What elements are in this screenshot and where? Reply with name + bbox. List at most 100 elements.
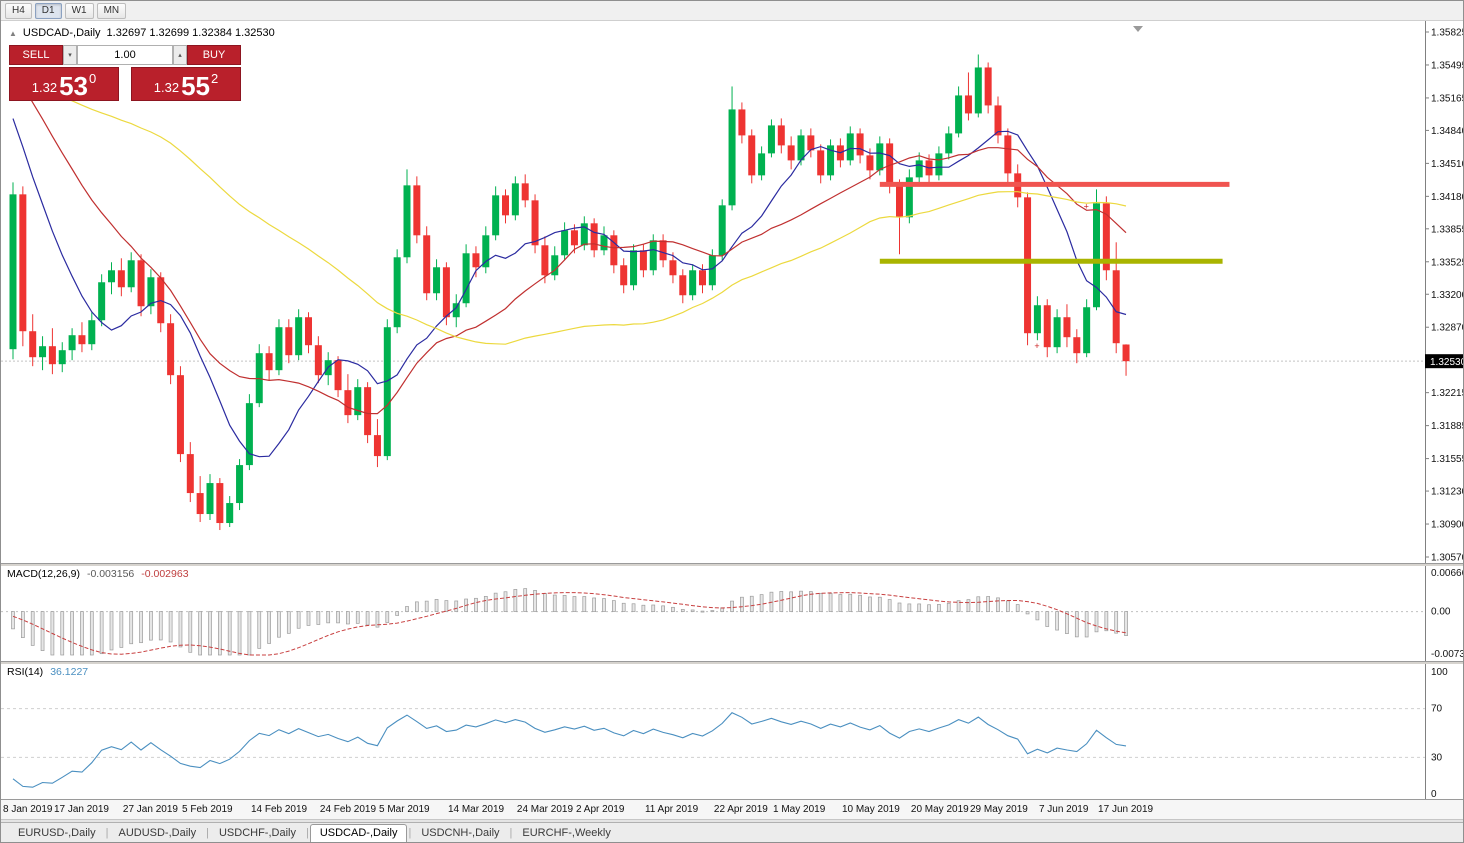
macd-main-value: -0.003156 (86, 568, 135, 580)
macd-signal-line (12, 592, 1127, 656)
one-click-trading-panel: SELL ▾ ▴ BUY 1.32 53 0 1.32 55 2 (9, 45, 241, 101)
timeframe-button-h4[interactable]: H4 (5, 2, 32, 19)
tab-separator: | (305, 827, 309, 839)
date-label: 10 May 2019 (841, 804, 900, 815)
volume-increase-button[interactable]: ▴ (173, 45, 187, 65)
ma-slow-line (12, 77, 1127, 345)
tab-separator: | (509, 827, 513, 839)
date-label: 11 Apr 2019 (644, 804, 699, 815)
one-click-collapse-icon[interactable]: ▲ (9, 28, 17, 38)
price-tick-label: 1.33525 (1431, 257, 1464, 268)
macd-scale-label: 0.00 (1431, 607, 1451, 618)
date-label: 5 Feb 2019 (182, 804, 233, 815)
horizontal-scrollbar[interactable] (1, 819, 1463, 824)
rsi-scale-label: 0 (1431, 789, 1437, 799)
tab-separator: | (206, 827, 209, 839)
price-scale[interactable]: 1.35825 1.35495 1.35165 1.34840 1.34510 1.341… (1425, 21, 1464, 563)
panel-splitter-macd[interactable] (1, 563, 1463, 566)
chart-header: ▲ USDCAD-,Daily 1.32697 1.32699 1.32384 … (9, 27, 275, 39)
price-tick-label: 1.35165 (1431, 93, 1464, 104)
rsi-scale-label: 100 (1431, 667, 1448, 678)
date-label: 5 Mar 2019 (379, 804, 430, 815)
date-label: 1 May 2019 (773, 804, 826, 815)
macd-scale-label: 0.006667 (1431, 568, 1464, 579)
price-tick-label: 1.30900 (1431, 520, 1464, 531)
main-chart-canvas[interactable]: ++1.358251.354951.351651.348401.345101.3… (1, 21, 1464, 563)
timeframe-button-mn[interactable]: MN (96, 2, 127, 19)
price-tick-label: 1.34180 (1431, 192, 1464, 203)
date-label: 2 Apr 2019 (576, 804, 625, 815)
chart-tab-eurchf-weekly[interactable]: EURCHF-,Weekly (522, 827, 611, 839)
date-label: 8 Jan 2019 (3, 804, 53, 815)
chart-tab-usdcad-daily[interactable]: USDCAD-,Daily (309, 824, 408, 842)
date-label: 24 Mar 2019 (516, 804, 574, 815)
chart-tab-eurusd-daily[interactable]: EURUSD-,Daily (18, 827, 96, 839)
price-tick-label: 1.33855 (1431, 224, 1464, 235)
macd-scale[interactable]: 0.006667 0.00 -0.007308 (1425, 566, 1464, 661)
time-axis[interactable]: 8 Jan 2019 17 Jan 2019 27 Jan 2019 5 Feb 20… (1, 799, 1463, 819)
rsi-line (12, 712, 1127, 788)
sell-price-big-digits: 53 (59, 71, 88, 101)
sell-price-button[interactable]: 1.32 53 0 (9, 67, 119, 101)
chart-shift-marker-icon[interactable] (1133, 26, 1143, 32)
rsi-scale[interactable]: 100 70 30 0 (1425, 664, 1449, 799)
volume-decrease-button[interactable]: ▾ (63, 45, 77, 65)
price-tick-label: 1.31230 (1431, 487, 1464, 498)
price-tick-label: 1.32215 (1431, 388, 1464, 399)
macd-indicator-canvas[interactable]: 0.006667 0.00 -0.007308 (1, 566, 1464, 661)
price-tick-label: 1.31555 (1431, 454, 1464, 465)
current-price-text: 1.32530 (1430, 357, 1464, 368)
buy-price-big-digits: 55 (181, 71, 210, 101)
chart-tab-audusd-daily[interactable]: AUDUSD-,Daily (118, 827, 197, 839)
date-label: 29 May 2019 (970, 804, 1028, 815)
panel-splitter-rsi[interactable] (1, 661, 1463, 664)
trade-marker: + (1084, 201, 1089, 211)
price-tick-label: 1.35495 (1431, 60, 1464, 71)
rsi-scale-label: 70 (1431, 704, 1443, 715)
chart-tab-usdcnh-daily[interactable]: USDCNH-,Daily (421, 827, 500, 839)
macd-label-row: MACD(12,26,9) -0.003156 -0.002963 (7, 568, 189, 580)
date-label: 20 May 2019 (910, 804, 969, 815)
macd-histogram (11, 588, 1128, 656)
volume-input[interactable] (77, 45, 173, 65)
macd-signal-value: -0.002963 (141, 568, 189, 580)
buy-price-prefix: 1.32 (153, 80, 180, 95)
date-label: 17 Jun 2019 (1098, 804, 1154, 815)
period-toolbar: H4 D1 W1 MN (1, 1, 1463, 21)
date-label: 27 Jan 2019 (122, 804, 178, 815)
current-price-badge (1425, 354, 1463, 369)
date-label: 22 Apr 2019 (713, 804, 768, 815)
price-tick-label: 1.31885 (1431, 421, 1464, 432)
ma-medium-line (12, 70, 1127, 415)
trade-marker: + (1034, 341, 1039, 351)
price-tick-label: 1.34840 (1431, 126, 1464, 137)
price-tick-label: 1.32870 (1431, 323, 1464, 334)
ma-fast-line (12, 118, 1127, 458)
buy-button[interactable]: BUY (187, 45, 241, 65)
rsi-indicator-canvas[interactable]: 100 70 30 0 (1, 664, 1464, 799)
date-label: 24 Feb 2019 (319, 804, 377, 815)
chart-tab-bar: EURUSD-,Daily | AUDUSD-,Daily | USDCHF-,Dail… (1, 822, 1463, 842)
price-tick-label: 1.34510 (1431, 159, 1464, 170)
macd-label: MACD(12,26,9) (7, 568, 80, 580)
rsi-label-row: RSI(14) 36.1227 (7, 666, 88, 678)
price-tick-label: 1.35825 (1431, 28, 1464, 39)
buy-price-button[interactable]: 1.32 55 2 (131, 67, 241, 101)
tab-separator: | (408, 827, 412, 839)
chart-ohlc-quote: 1.32697 1.32699 1.32384 1.32530 (106, 27, 275, 39)
price-tick-label: 1.33200 (1431, 290, 1464, 301)
sell-price-prefix: 1.32 (31, 80, 58, 95)
rsi-value: 36.1227 (50, 666, 89, 678)
price-tick-label: 1.30570 (1431, 553, 1464, 564)
rsi-label: RSI(14) (7, 666, 44, 678)
sell-button[interactable]: SELL (9, 45, 63, 65)
timeframe-button-d1[interactable]: D1 (34, 2, 62, 19)
timeframe-button-w1[interactable]: W1 (64, 2, 94, 19)
tab-separator: | (105, 827, 109, 839)
sell-price-pipette: 0 (89, 71, 97, 86)
chart-tab-usdchf-daily[interactable]: USDCHF-,Daily (218, 827, 296, 839)
buy-price-pipette: 2 (211, 71, 219, 86)
macd-scale-label: -0.007308 (1431, 649, 1464, 660)
date-label: 17 Jan 2019 (53, 804, 109, 815)
